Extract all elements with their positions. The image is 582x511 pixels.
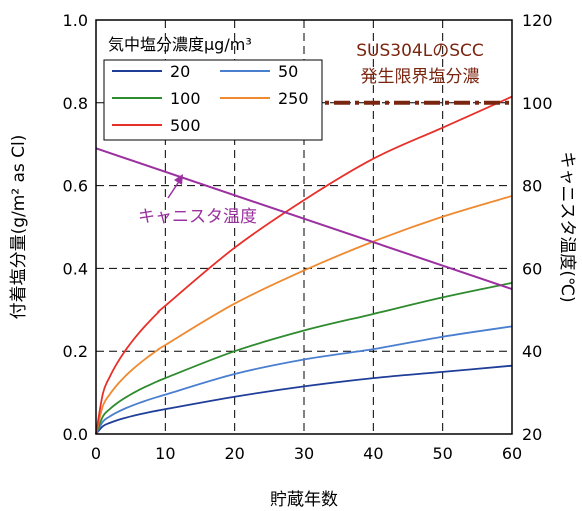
y-left-tick-label: 0.0 [63, 425, 88, 444]
temperature-label: キャニスタ温度 [138, 207, 257, 227]
series-line-50 [95, 325, 513, 435]
legend-label-500: 500 [170, 116, 201, 135]
threshold-label-line2: 発生限界塩分濃 [361, 67, 480, 87]
x-tick-label: 50 [432, 444, 452, 463]
series-line-キャニスタ温度 [95, 147, 513, 291]
x-tick-label: 60 [502, 444, 522, 463]
y-right-tick-label: 80 [522, 177, 542, 196]
series-layer [95, 95, 513, 435]
x-axis-label: 貯蔵年数 [270, 490, 338, 510]
x-tick-label: 40 [363, 444, 383, 463]
y-left-tick-label: 0.4 [63, 259, 88, 278]
legend-title: 気中塩分濃度μg/m³ [108, 35, 252, 54]
temperature-arrow-head [174, 174, 183, 185]
legend-label-20: 20 [170, 62, 190, 81]
temperature-arrow [167, 179, 181, 199]
threshold-label-line1: SUS304LのSCC [356, 41, 483, 61]
y-axis-right-label: キャニスタ温度(℃) [557, 151, 577, 302]
x-tick-label: 30 [294, 444, 314, 463]
series-line-500 [95, 95, 513, 435]
legend-label-50: 50 [278, 62, 298, 81]
x-tick-label: 20 [224, 444, 244, 463]
y-left-tick-label: 1.0 [63, 11, 88, 30]
series-line-20 [95, 364, 513, 435]
x-tick-label: 0 [91, 444, 101, 463]
legend-label-250: 250 [278, 89, 309, 108]
y-right-tick-label: 20 [522, 425, 542, 444]
legend-label-100: 100 [170, 89, 201, 108]
y-right-tick-label: 40 [522, 342, 542, 361]
plot-frame [95, 19, 513, 435]
ticks: 0 10 20 30 40 50 60 0.0 0.2 0.4 0.6 0.8 1.0 20 40 60 80 1… [63, 11, 553, 463]
x-tick-label: 10 [155, 444, 175, 463]
legend-box [103, 59, 323, 141]
y-left-tick-label: 0.8 [63, 94, 88, 113]
y-left-tick-label: 0.2 [63, 342, 88, 361]
series-line-250 [95, 195, 513, 435]
y-left-tick-label: 0.6 [63, 177, 88, 196]
y-axis-left-label: 付着塩分量(g/m² as Cl) [9, 135, 29, 320]
series-line-100 [95, 282, 513, 435]
y-right-tick-label: 120 [522, 11, 553, 30]
y-right-tick-label: 100 [522, 94, 553, 113]
y-right-tick-label: 60 [522, 259, 542, 278]
legend: 気中塩分濃度μg/m³ 20 50 100 250 500 [103, 35, 323, 141]
legend-entries: 20 50 100 250 500 [112, 62, 309, 135]
